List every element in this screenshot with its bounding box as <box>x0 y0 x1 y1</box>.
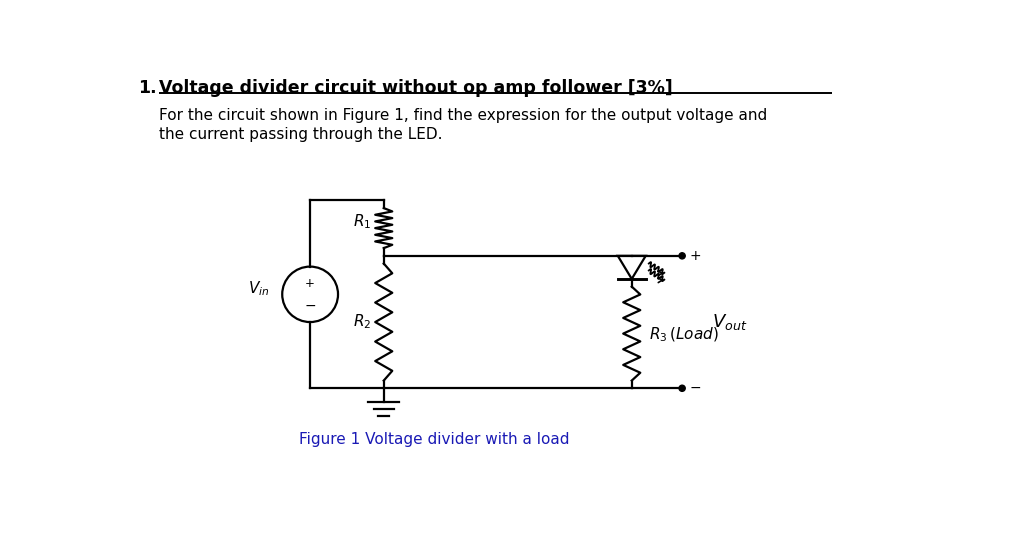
Text: $V_{out}$: $V_{out}$ <box>712 312 746 332</box>
Text: +: + <box>689 249 700 263</box>
Text: −: − <box>304 299 316 313</box>
Text: Figure 1 Voltage divider with a load: Figure 1 Voltage divider with a load <box>299 432 569 446</box>
Circle shape <box>679 253 685 259</box>
Text: −: − <box>689 381 700 395</box>
Text: 1.: 1. <box>138 79 157 97</box>
Circle shape <box>679 385 685 391</box>
Text: Voltage divider circuit without op amp follower [3%]: Voltage divider circuit without op amp f… <box>159 79 673 97</box>
Text: $R_3\,(Load)$: $R_3\,(Load)$ <box>649 326 719 345</box>
Text: $R_2$: $R_2$ <box>353 313 371 331</box>
Text: $V_{in}$: $V_{in}$ <box>249 279 270 298</box>
Text: For the circuit shown in Figure 1, find the expression for the output voltage an: For the circuit shown in Figure 1, find … <box>159 108 767 123</box>
Text: the current passing through the LED.: the current passing through the LED. <box>159 127 442 142</box>
Text: $R_1$: $R_1$ <box>353 213 372 231</box>
Text: +: + <box>305 277 315 290</box>
